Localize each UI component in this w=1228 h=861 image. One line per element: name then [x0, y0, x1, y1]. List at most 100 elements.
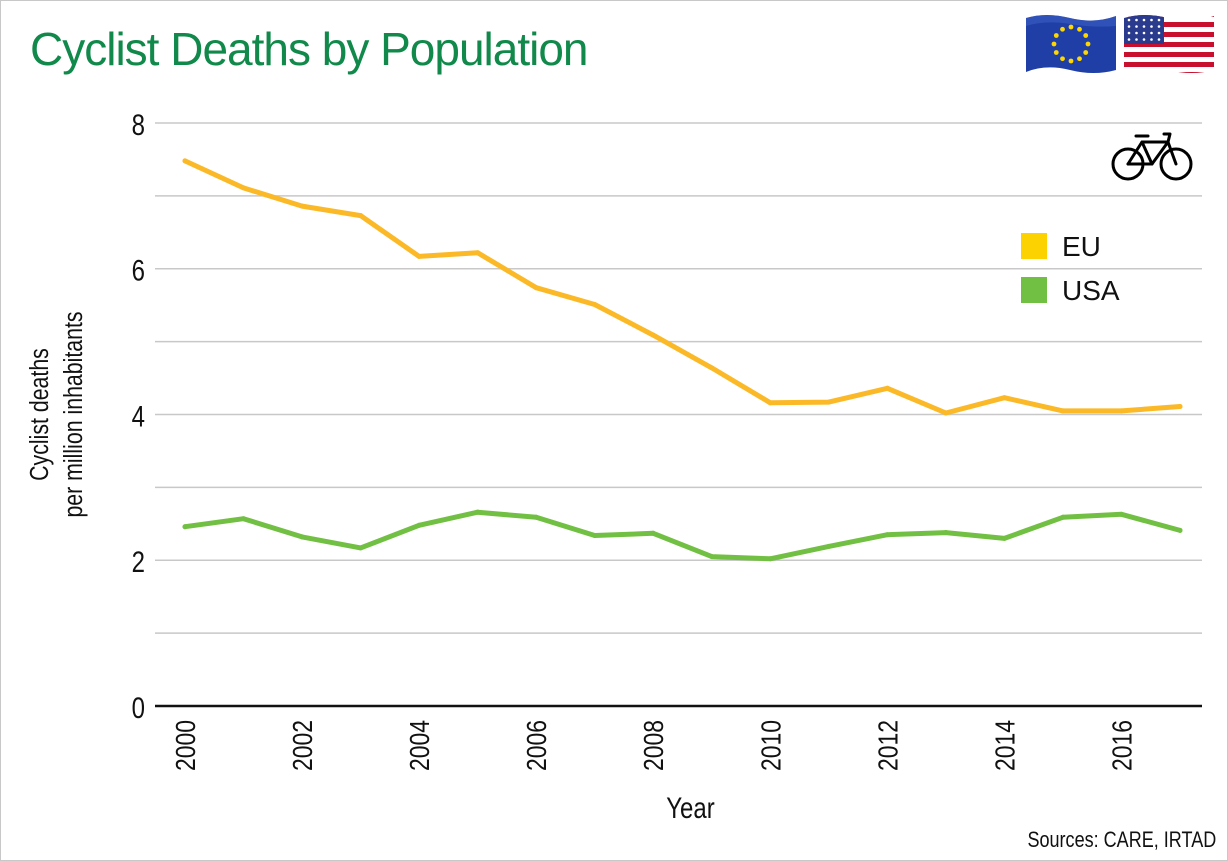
us-stripe — [1124, 52, 1214, 57]
us-star — [1142, 38, 1146, 41]
data-point-eu — [533, 285, 539, 291]
eu-star — [1060, 56, 1065, 62]
us-star — [1150, 25, 1153, 28]
us-stripe — [1124, 57, 1214, 62]
us-stripe — [1124, 37, 1214, 42]
data-point-usa — [241, 516, 247, 522]
data-point-usa — [533, 514, 539, 520]
data-point-usa — [943, 530, 949, 536]
data-point-eu — [650, 332, 656, 338]
x-tick-label: 2004 — [405, 720, 436, 771]
chart-title: Cyclist Deaths by Population — [30, 23, 589, 75]
x-tick-label: 2006 — [522, 720, 553, 771]
us-star — [1142, 25, 1146, 28]
us-star — [1135, 38, 1138, 41]
y-tick-label: 0 — [132, 690, 145, 724]
grid-layer — [155, 122, 1202, 634]
us-star — [1150, 18, 1153, 22]
data-point-usa — [826, 543, 832, 549]
eu-star — [1068, 24, 1074, 30]
us-star — [1127, 25, 1131, 28]
us-star — [1157, 25, 1161, 28]
x-tick-label: 2002 — [288, 720, 319, 771]
eu-star — [1083, 50, 1089, 55]
eu-flag-icon — [1026, 15, 1116, 73]
us-star — [1135, 31, 1138, 35]
us-star — [1157, 18, 1161, 22]
series-layer — [182, 158, 1183, 562]
legend-label-eu: EU — [1062, 231, 1101, 262]
us-star — [1157, 31, 1161, 35]
us-star — [1127, 38, 1131, 41]
eu-star — [1053, 50, 1059, 55]
data-point-eu — [826, 399, 832, 405]
y-tick-label: 4 — [132, 399, 145, 433]
x-tick-label: 2014 — [990, 720, 1021, 771]
data-point-usa — [1001, 535, 1007, 541]
eu-star — [1060, 26, 1065, 32]
data-point-usa — [1177, 527, 1183, 533]
data-point-eu — [182, 158, 188, 164]
us-star — [1142, 18, 1146, 22]
source-note: Sources: CARE, IRTAD — [1027, 827, 1216, 852]
eu-star — [1051, 41, 1057, 47]
legend: EU USA — [1021, 231, 1120, 306]
us-stripe — [1124, 22, 1214, 27]
eu-star — [1077, 26, 1082, 32]
data-point-usa — [182, 524, 188, 530]
eu-star — [1077, 56, 1082, 62]
y-tick-label: 6 — [132, 253, 145, 287]
data-point-eu — [299, 203, 305, 209]
series-line-eu — [182, 158, 1183, 416]
data-point-eu — [241, 185, 247, 191]
data-point-eu — [884, 385, 890, 391]
us-star — [1127, 18, 1131, 22]
us-stripe — [1124, 62, 1214, 67]
x-tick-label: 2016 — [1107, 720, 1138, 771]
data-point-eu — [1177, 403, 1183, 409]
data-point-eu — [1118, 408, 1124, 414]
x-tick-label: 2008 — [639, 720, 670, 771]
data-point-usa — [1118, 511, 1124, 517]
legend-swatch-eu — [1021, 233, 1047, 259]
us-stripe — [1124, 32, 1214, 37]
data-point-eu — [416, 253, 422, 259]
data-point-eu — [709, 365, 715, 371]
data-point-eu — [475, 250, 481, 256]
data-point-eu — [1001, 395, 1007, 401]
us-stripe — [1124, 67, 1214, 72]
x-tick-label: 2012 — [873, 720, 904, 771]
flags-group — [1026, 15, 1214, 73]
eu-star — [1053, 33, 1059, 38]
series-line-usa — [182, 509, 1183, 562]
legend-swatch-usa — [1021, 277, 1047, 303]
data-point-usa — [1060, 514, 1066, 520]
data-point-usa — [416, 522, 422, 528]
data-point-eu — [592, 301, 598, 307]
y-tick-label: 2 — [132, 545, 145, 579]
us-stripe — [1124, 42, 1214, 47]
label-layer: 0 2 4 6 8 2000 2002 2004 2006 2008 2010 2012 2014 201… — [25, 107, 1138, 824]
us-star — [1135, 25, 1138, 28]
data-point-usa — [475, 509, 481, 515]
us-star — [1127, 31, 1131, 35]
us-stripe — [1124, 17, 1214, 22]
us-stripe — [1124, 47, 1214, 52]
legend-label-usa: USA — [1062, 275, 1120, 306]
data-point-eu — [1060, 408, 1066, 414]
y-tick-label: 8 — [132, 107, 145, 141]
x-tick-label: 2000 — [171, 720, 202, 771]
eu-star — [1068, 58, 1074, 64]
data-point-usa — [709, 554, 715, 560]
x-axis-title: Year — [666, 790, 714, 824]
data-point-usa — [299, 534, 305, 540]
us-stripe — [1124, 27, 1214, 32]
eu-star — [1083, 33, 1089, 38]
data-point-eu — [767, 400, 773, 406]
data-point-usa — [358, 545, 364, 551]
data-point-usa — [884, 532, 890, 538]
eu-star — [1085, 41, 1091, 47]
data-point-eu — [358, 213, 364, 219]
bicycle-icon — [1111, 132, 1193, 181]
